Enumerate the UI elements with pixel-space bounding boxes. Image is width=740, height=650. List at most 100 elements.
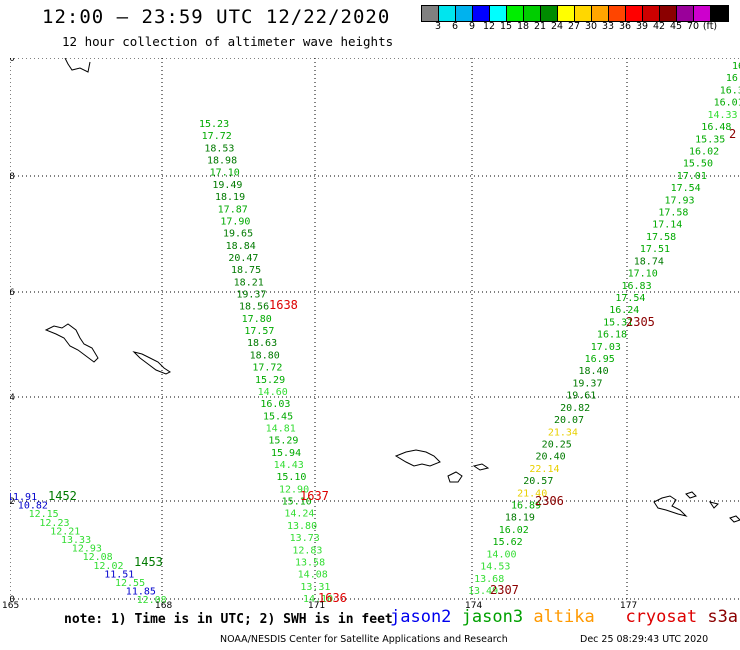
wave-height-value: 10.82 — [18, 501, 48, 512]
wave-height-value: 21.34 — [548, 427, 578, 438]
wave-height-value: 13.80 — [287, 521, 317, 532]
wave-height-map: 60 58 56 54 52 50 11.9110.8212.1512.2312… — [10, 58, 740, 603]
island-shemya — [472, 463, 490, 471]
wave-height-value: 16.01 — [714, 98, 740, 109]
wave-height-value: 19.49 — [212, 180, 242, 191]
legend-swatch — [456, 6, 473, 21]
legend-label: 24 — [550, 21, 564, 32]
color-scale-legend — [421, 5, 729, 22]
wave-height-value: 15.62 — [493, 537, 523, 548]
wave-height-value: 14.53 — [480, 562, 510, 573]
wave-height-value: 13.31 — [300, 582, 330, 593]
wave-height-value: 17.14 — [652, 220, 682, 231]
legend-swatch — [524, 6, 541, 21]
lat-label: 56 — [10, 288, 15, 298]
wave-height-value: 13.33 — [61, 535, 91, 546]
legend-label: 39 — [635, 21, 649, 32]
wave-height-value: 12.23 — [39, 518, 69, 529]
wave-height-value: 17.54 — [671, 183, 701, 194]
legend-swatch — [541, 6, 558, 21]
island-kiska — [653, 495, 688, 517]
legend-label: 33 — [601, 21, 615, 32]
legend-swatch — [592, 6, 609, 21]
wave-height-value: 18.74 — [634, 256, 664, 267]
satellite-s3a: s3a — [707, 607, 739, 627]
lat-label: 50 — [10, 595, 15, 603]
wave-height-value: 17.57 — [244, 326, 274, 337]
lat-label: 54 — [10, 393, 15, 403]
legend-label: 45 — [669, 21, 683, 32]
legend-label: 12 — [482, 21, 496, 32]
legend-label: (ft) — [702, 21, 718, 32]
wave-height-value: 19.65 — [223, 229, 253, 240]
legend-swatch — [490, 6, 507, 21]
wave-height-value: 12.15 — [29, 509, 59, 520]
wave-height-value: 20.40 — [536, 452, 566, 463]
lon-label: 168 — [155, 601, 172, 611]
wave-height-value: 17.51 — [640, 244, 670, 255]
pass-time-label: 1637 — [300, 489, 329, 503]
wave-height-value: 12.93 — [72, 544, 102, 555]
wave-height-value: 18.53 — [204, 143, 234, 154]
wave-height-value: 16 — [732, 61, 740, 72]
wave-height-value: 13.73 — [290, 533, 320, 544]
legend-swatch — [558, 6, 575, 21]
pass-time-label: 1453 — [134, 555, 163, 569]
legend-swatch — [473, 6, 490, 21]
credit-line: NOAA/NESDIS Center for Satellite Applica… — [220, 634, 508, 645]
wave-height-value: 18.98 — [207, 156, 237, 167]
coastlines — [44, 58, 740, 523]
lon-axis-labels: 165 168 171 174 177 — [2, 601, 637, 611]
wave-height-value: 13.68 — [474, 574, 504, 585]
pass-time-label: 2306 — [535, 494, 564, 508]
wave-height-value: 17.03 — [591, 342, 621, 353]
satellite-legend: jason2 jason3 altika cryosat s3a — [390, 607, 738, 627]
wave-height-value: 18.63 — [247, 338, 277, 349]
wave-height-value: 14.24 — [284, 509, 314, 520]
lat-lon-grid — [10, 58, 740, 600]
wave-height-value: 15.35 — [695, 134, 725, 145]
wave-height-value: 16.48 — [701, 122, 731, 133]
lat-axis-labels: 60 58 56 54 52 50 — [10, 58, 15, 603]
legend-label: 3 — [434, 21, 442, 32]
wave-height-value: 19.37 — [572, 378, 602, 389]
wave-height-value: 18.21 — [234, 277, 264, 288]
wave-height-value: 19.37 — [236, 290, 266, 301]
wave-height-value: 11.85 — [126, 587, 156, 598]
wave-height-value: 15.45 — [263, 411, 293, 422]
satellite-jason2: jason2 — [390, 607, 462, 627]
wave-height-value: 14.81 — [266, 423, 296, 434]
wave-height-value: 17.90 — [220, 216, 250, 227]
legend-label: 15 — [499, 21, 513, 32]
island-agattu — [447, 471, 463, 483]
wave-height-value: 17.72 — [202, 131, 232, 142]
wave-height-value: 16.95 — [585, 354, 615, 365]
wave-height-value: 18.75 — [231, 265, 261, 276]
legend-label: 36 — [618, 21, 632, 32]
wave-height-value: 18.56 — [239, 302, 269, 313]
wave-height-value: 22.14 — [529, 464, 559, 475]
wave-height-value: 20.07 — [554, 415, 584, 426]
pass-time-label: 1636 — [318, 591, 347, 603]
wave-height-value: 14.33 — [707, 110, 737, 121]
legend-swatch — [694, 6, 711, 21]
island-medny — [132, 351, 171, 375]
wave-height-value: 15.23 — [199, 119, 229, 130]
wave-height-value: 17.87 — [218, 204, 248, 215]
page-title: 12:00 – 23:59 UTC 12/22/2020 — [42, 6, 391, 28]
wave-height-value: 20.57 — [523, 476, 553, 487]
legend-swatch — [626, 6, 643, 21]
wave-height-value: 12.83 — [292, 545, 322, 556]
island-bering — [44, 323, 99, 363]
wave-height-value: 12.08 — [137, 595, 167, 603]
island-rat — [685, 491, 697, 499]
wave-height-value: 21.40 — [517, 488, 547, 499]
legend-label: 27 — [567, 21, 581, 32]
pass-time-label: 1452 — [48, 489, 77, 503]
wave-height-value: 15.31 — [603, 317, 633, 328]
wave-height-value: 14.43 — [274, 460, 304, 471]
satellite-cryosat: cryosat — [625, 607, 708, 627]
lat-label: 60 — [10, 58, 15, 64]
legend-label: 42 — [652, 21, 666, 32]
wave-height-value: 19.61 — [566, 391, 596, 402]
